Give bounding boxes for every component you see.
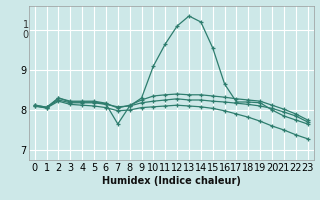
- X-axis label: Humidex (Indice chaleur): Humidex (Indice chaleur): [102, 176, 241, 186]
- Text: 1
0: 1 0: [23, 20, 29, 40]
